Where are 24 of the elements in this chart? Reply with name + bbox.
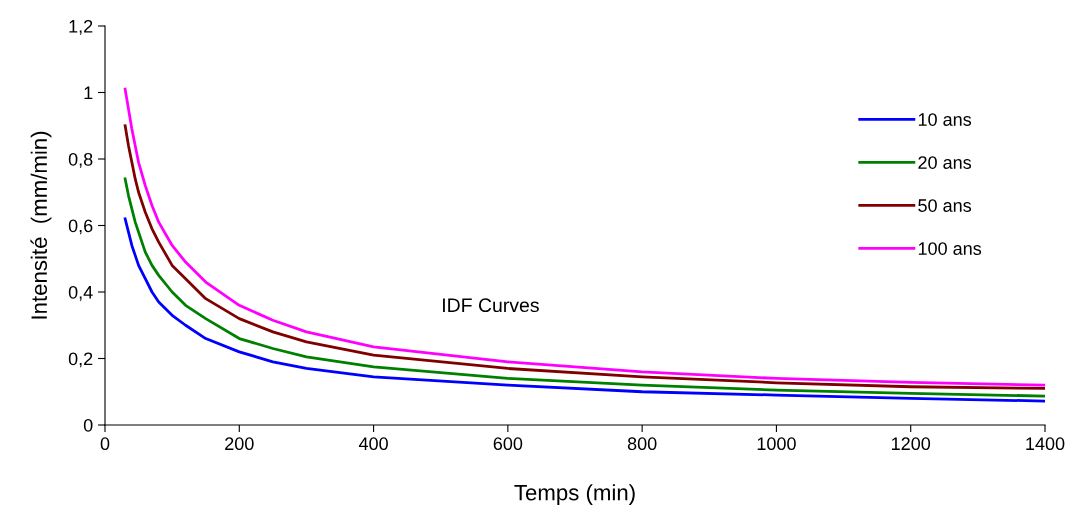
- y-tick-label: 0: [83, 418, 93, 432]
- legend-label: 50 ans: [918, 199, 972, 212]
- x-tick-label: 0: [100, 437, 110, 451]
- x-tick-label: 1000: [757, 437, 796, 451]
- y-tick-label: 1: [84, 86, 93, 100]
- x-tick-label: 400: [358, 437, 388, 451]
- x-tick-label: 200: [225, 437, 254, 451]
- legend-label: 10 ans: [918, 113, 972, 126]
- legend-label: 100 ans: [918, 242, 982, 255]
- annotation: IDF Curves: [443, 298, 539, 313]
- y-axis-title: Intensité (mm/min): [30, 131, 52, 319]
- x-tick-label: 600: [493, 437, 523, 451]
- line-series: [123, 177, 1045, 398]
- x-tick-label: 1400: [1026, 437, 1065, 451]
- x-tick-label: 800: [627, 437, 657, 451]
- line-series: [123, 217, 1045, 403]
- y-tick-label: 0,2: [68, 352, 93, 368]
- y-tick-label: 0,4: [68, 285, 93, 301]
- x-tick-label: 1200: [892, 437, 931, 451]
- y-tick-label: 0,8: [68, 152, 93, 168]
- y-tick-label: 1,2: [69, 19, 93, 35]
- legend-label: 20 ans: [918, 156, 972, 169]
- x-axis-title: Temps (min): [514, 484, 635, 505]
- y-tick-label: 0,6: [68, 219, 93, 235]
